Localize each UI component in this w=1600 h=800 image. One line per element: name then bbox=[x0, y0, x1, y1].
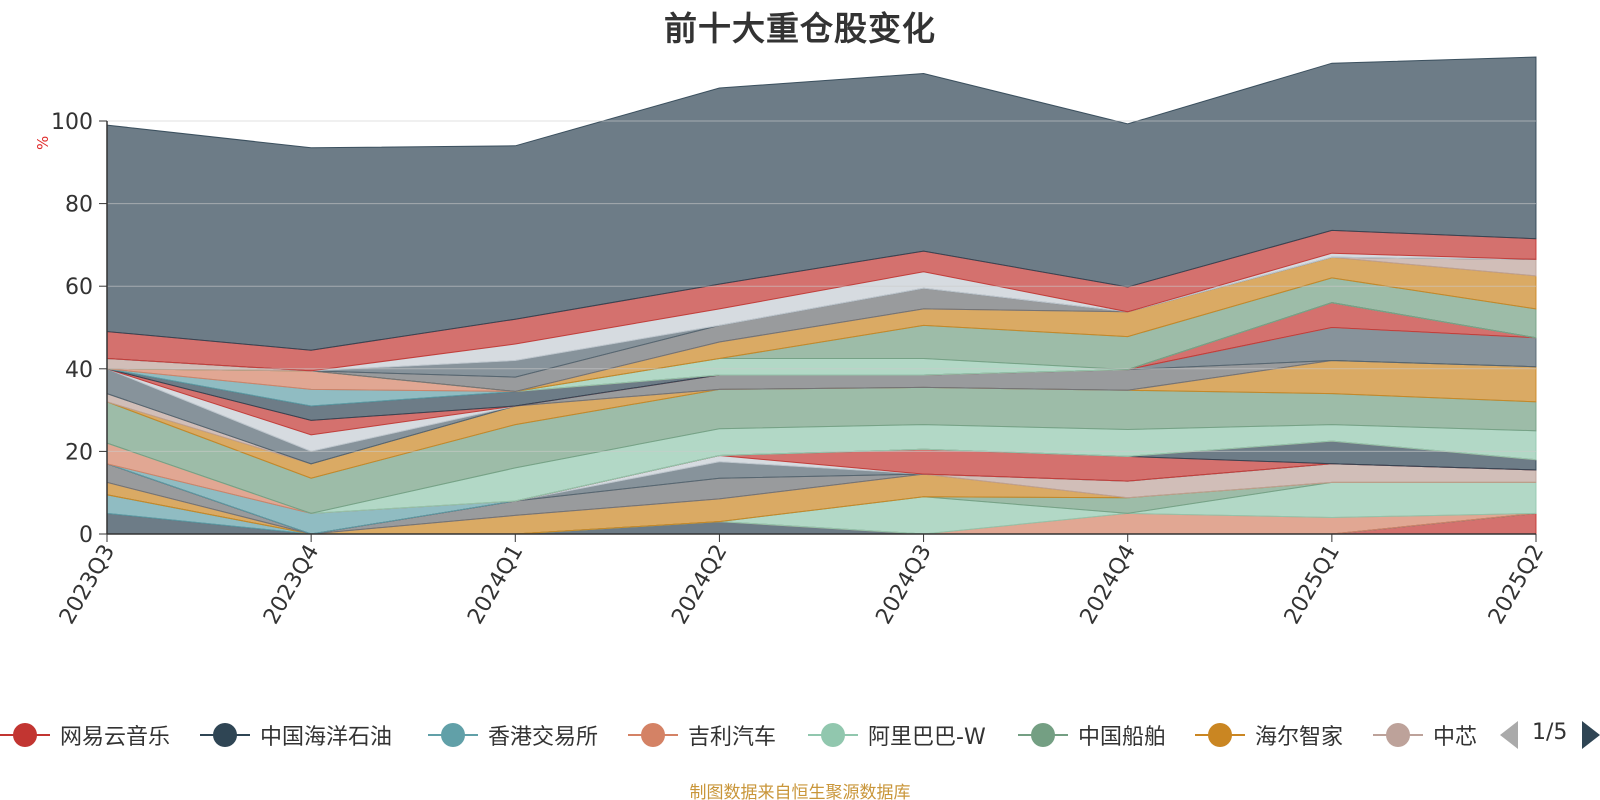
x-tick-label: 2024Q4 bbox=[1076, 541, 1141, 629]
legend-item[interactable]: 中国海洋石油 bbox=[200, 718, 392, 752]
chart-title: 前十大重仓股变化 bbox=[664, 9, 936, 48]
legend-page-indicator: 1/5 bbox=[1532, 720, 1568, 745]
y-tick-label: 60 bbox=[65, 275, 93, 300]
legend-item[interactable]: 香港交易所 bbox=[428, 718, 598, 752]
x-tick-label: 2024Q3 bbox=[871, 541, 936, 629]
legend-item[interactable]: 中国船舶 bbox=[1018, 718, 1166, 752]
legend-marker-icon bbox=[1018, 718, 1068, 752]
y-tick-label: 40 bbox=[65, 358, 93, 383]
grid-layer bbox=[107, 120, 1536, 452]
legend-item[interactable]: 吉利汽车 bbox=[628, 718, 776, 752]
y-tick-label: 20 bbox=[65, 440, 93, 465]
x-tick-label: 2024Q1 bbox=[463, 541, 528, 629]
legend-label: 吉利汽车 bbox=[688, 725, 777, 750]
legend-label: 网易云音乐 bbox=[60, 725, 171, 750]
legend-item[interactable]: 阿里巴巴-W bbox=[808, 718, 986, 752]
chart-plot: 0 20 40 60 80 100 2023Q3 2023Q4 2024Q1 2024Q2 2024… bbox=[51, 56, 1549, 629]
x-tick-label: 2023Q3 bbox=[55, 541, 120, 629]
legend-next-page-icon[interactable] bbox=[1582, 721, 1600, 749]
x-tick-label: 2023Q4 bbox=[259, 541, 324, 629]
legend-marker-icon bbox=[0, 718, 50, 752]
x-tick-label: 2025Q1 bbox=[1280, 541, 1345, 629]
y-tick-label: 80 bbox=[65, 193, 93, 218]
data-source-note: 制图数据来自恒生聚源数据库 bbox=[689, 783, 911, 800]
legend-item[interactable]: 海尔智家 bbox=[1195, 718, 1343, 752]
legend-label: 中国船舶 bbox=[1078, 725, 1167, 750]
legend-label: 香港交易所 bbox=[488, 725, 599, 750]
legend-label: 海尔智家 bbox=[1255, 725, 1344, 750]
legend-item[interactable]: 网易云音乐 bbox=[0, 718, 170, 752]
legend-marker-icon bbox=[1195, 718, 1245, 752]
legend-marker-icon bbox=[200, 718, 250, 752]
legend: 网易云音乐 中国海洋石油 香港交易所 吉利汽车 阿里巴巴-W 中国船舶 海尔智家 中芯 bbox=[0, 718, 1490, 752]
x-tick-label: 2025Q2 bbox=[1484, 541, 1549, 629]
legend-label: 阿里巴巴-W bbox=[868, 725, 986, 750]
legend-pager: 1/5 bbox=[1500, 718, 1600, 752]
legend-item[interactable]: 中芯 bbox=[1373, 718, 1477, 752]
legend-marker-icon bbox=[428, 718, 478, 752]
y-tick-label: 0 bbox=[79, 523, 93, 548]
legend-marker-icon bbox=[628, 718, 678, 752]
legend-label: 中国海洋石油 bbox=[260, 725, 393, 750]
y-tick-label: 100 bbox=[51, 110, 93, 135]
legend-label: 中芯 bbox=[1433, 725, 1478, 750]
x-tick-label: 2024Q2 bbox=[667, 541, 732, 629]
area-layer bbox=[106, 56, 1537, 535]
legend-marker-icon bbox=[808, 718, 858, 752]
legend-marker-icon bbox=[1373, 718, 1423, 752]
legend-prev-page-icon[interactable] bbox=[1500, 721, 1518, 749]
